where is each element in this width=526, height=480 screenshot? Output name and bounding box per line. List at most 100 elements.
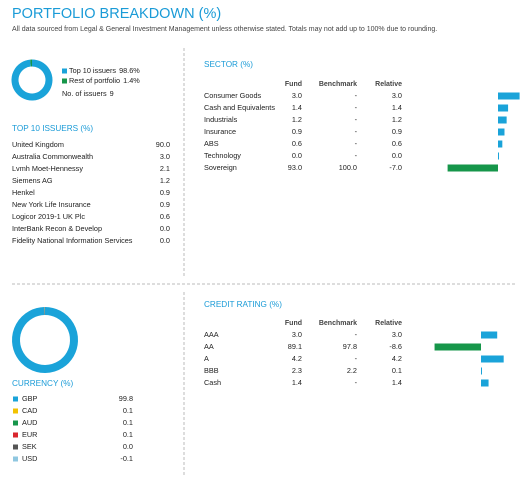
relative-bar xyxy=(481,355,504,363)
benchmark-value: - xyxy=(355,378,358,387)
benchmark-value: - xyxy=(355,103,358,112)
column-header: Relative xyxy=(375,81,402,88)
relative-value: -7.0 xyxy=(389,163,402,172)
legend-swatch xyxy=(13,456,18,462)
currency-value: -0.1 xyxy=(120,454,133,463)
currency-name: EUR xyxy=(22,430,37,439)
row-name: BBB xyxy=(204,366,219,375)
currency-value: 99.8 xyxy=(119,394,133,403)
currency-name: GBP xyxy=(22,394,38,403)
issuer-name: New York Life Insurance xyxy=(12,200,91,209)
page-note: All data sourced from Legal & General In… xyxy=(12,26,437,33)
legend-swatch xyxy=(62,78,67,84)
benchmark-value: 100.0 xyxy=(339,163,357,172)
fund-value: 1.2 xyxy=(292,115,302,124)
section-title: CURRENCY (%) xyxy=(12,379,74,388)
relative-bar xyxy=(498,140,503,148)
issuer-value: 3.0 xyxy=(160,152,170,161)
benchmark-value: - xyxy=(355,115,358,124)
column-header: Benchmark xyxy=(319,81,357,88)
column-header: Fund xyxy=(285,320,302,327)
row-name: ABS xyxy=(204,139,219,148)
issuer-value: 90.0 xyxy=(156,140,170,149)
issuer-value: 0.6 xyxy=(160,212,170,221)
benchmark-value: 97.8 xyxy=(343,342,357,351)
row-name: Sovereign xyxy=(204,163,237,172)
legend-swatch xyxy=(13,408,18,414)
legend-swatch xyxy=(13,444,18,450)
currency-name: SEK xyxy=(22,442,37,451)
fund-value: 89.1 xyxy=(288,342,302,351)
benchmark-value: - xyxy=(355,91,358,100)
section-title: CREDIT RATING (%) xyxy=(204,300,282,309)
relative-value: 4.2 xyxy=(392,354,402,363)
column-header: Fund xyxy=(285,81,302,88)
relative-bar xyxy=(498,116,507,124)
fund-value: 2.3 xyxy=(292,366,302,375)
relative-value: 0.1 xyxy=(392,366,402,375)
currency-name: USD xyxy=(22,454,37,463)
fund-value: 3.0 xyxy=(292,330,302,339)
legend-label: Rest of portfolio xyxy=(69,76,120,85)
relative-bar xyxy=(481,379,489,387)
row-name: Cash and Equivalents xyxy=(204,103,275,112)
issuer-name: Logicor 2019-1 UK Plc xyxy=(12,212,85,221)
issuer-name: Fidelity National Information Services xyxy=(12,236,133,245)
issuer-name: Australia Commonwealth xyxy=(12,152,93,161)
currency-name: AUD xyxy=(22,418,37,427)
fund-value: 4.2 xyxy=(292,354,302,363)
fund-value: 0.6 xyxy=(292,139,302,148)
relative-value: 0.6 xyxy=(392,139,402,148)
relative-bar xyxy=(498,128,505,136)
relative-bar xyxy=(434,343,481,351)
benchmark-value: - xyxy=(355,151,358,160)
fund-value: 1.4 xyxy=(292,378,302,387)
relative-bar xyxy=(498,92,520,100)
fund-value: 0.9 xyxy=(292,127,302,136)
relative-value: 3.0 xyxy=(392,330,402,339)
relative-bar xyxy=(481,331,498,339)
row-name: Consumer Goods xyxy=(204,91,262,100)
relative-value: 3.0 xyxy=(392,91,402,100)
legend-swatch xyxy=(13,396,18,402)
relative-bar xyxy=(447,164,498,172)
issuers-count-label: No. of issuers xyxy=(62,89,107,98)
issuer-name: Henkel xyxy=(12,188,35,197)
benchmark-value: - xyxy=(355,139,358,148)
row-name: Industrials xyxy=(204,115,238,124)
relative-value: 1.2 xyxy=(392,115,402,124)
legend-swatch xyxy=(13,420,18,426)
section-title: SECTOR (%) xyxy=(204,60,253,69)
issuers-count: 9 xyxy=(110,89,114,98)
issuer-name: Lvmh Moet-Hennessy xyxy=(12,164,83,173)
donut-segment xyxy=(12,307,78,373)
relative-value: 1.4 xyxy=(392,103,402,112)
issuer-name: Siemens AG xyxy=(12,176,53,185)
legend-swatch xyxy=(62,68,67,74)
column-header: Relative xyxy=(375,320,402,327)
issuer-value: 0.9 xyxy=(160,200,170,209)
benchmark-value: - xyxy=(355,354,358,363)
benchmark-value: 2.2 xyxy=(347,366,357,375)
row-name: AA xyxy=(204,342,214,351)
fund-value: 0.0 xyxy=(292,151,302,160)
currency-value: 0.0 xyxy=(123,442,133,451)
column-header: Benchmark xyxy=(319,320,357,327)
fund-value: 3.0 xyxy=(292,91,302,100)
row-name: Insurance xyxy=(204,127,236,136)
relative-bar xyxy=(481,367,482,375)
currency-value: 0.1 xyxy=(123,430,133,439)
page-title: PORTFOLIO BREAKDOWN (%) xyxy=(12,6,221,22)
issuer-value: 0.0 xyxy=(160,224,170,233)
donut-segment xyxy=(11,59,53,101)
relative-value: 1.4 xyxy=(392,378,402,387)
row-name: Technology xyxy=(204,151,241,160)
currency-value: 0.1 xyxy=(123,418,133,427)
currency-value: 0.1 xyxy=(123,406,133,415)
benchmark-value: - xyxy=(355,127,358,136)
row-name: A xyxy=(204,354,209,363)
fund-value: 93.0 xyxy=(288,163,302,172)
benchmark-value: - xyxy=(355,330,358,339)
legend-label: Top 10 issuers xyxy=(69,66,116,75)
